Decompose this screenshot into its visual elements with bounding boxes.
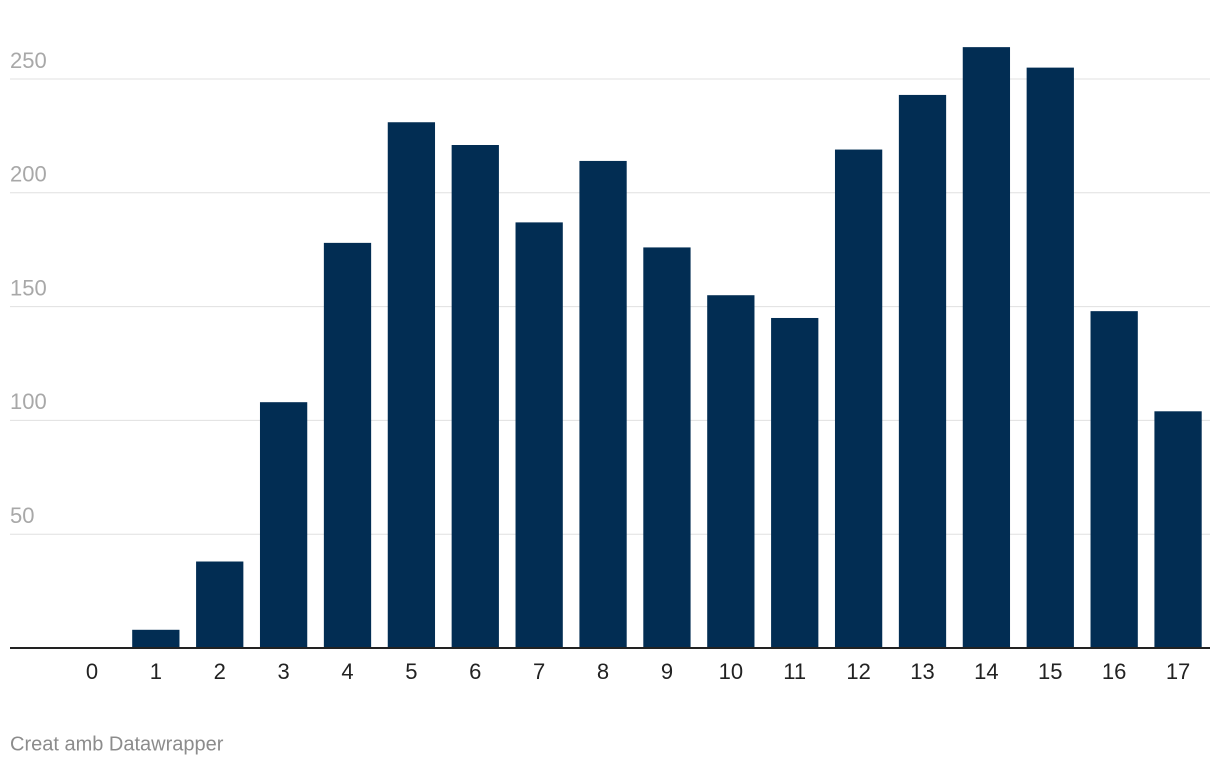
bar [1154, 411, 1202, 648]
y-tick-label: 50 [10, 503, 34, 528]
x-tick-label: 17 [1166, 659, 1190, 684]
y-tick-label: 200 [10, 162, 47, 187]
x-tick-label: 5 [405, 659, 417, 684]
bar [387, 122, 436, 648]
bar [771, 317, 819, 648]
bar [962, 47, 1011, 649]
x-tick-label: 4 [341, 659, 353, 684]
x-tick-label: 13 [910, 659, 934, 684]
bar [515, 222, 563, 648]
x-tick-label: 10 [719, 659, 743, 684]
bar [259, 402, 308, 648]
bar [196, 561, 244, 648]
y-tick-label: 250 [10, 48, 47, 73]
y-tick-label: 100 [10, 389, 47, 414]
x-tick-label: 0 [86, 659, 98, 684]
x-tick-label: 15 [1038, 659, 1062, 684]
x-tick-label: 11 [783, 659, 806, 684]
bar [643, 247, 691, 648]
bar [834, 149, 883, 648]
bar [451, 145, 499, 648]
x-tick-label: 1 [150, 659, 162, 684]
x-tick-label: 9 [661, 659, 673, 684]
x-tick-label: 16 [1102, 659, 1126, 684]
credit: Creat amb Datawrapper [10, 733, 224, 755]
x-tick-label: 3 [277, 659, 289, 684]
bar [898, 94, 947, 648]
x-tick-label: 8 [597, 659, 609, 684]
x-tick-label: 14 [974, 659, 998, 684]
bar [132, 629, 180, 648]
x-tick-label: 6 [469, 659, 481, 684]
bar [707, 295, 755, 648]
bar [1090, 311, 1138, 648]
x-tick-label: 2 [214, 659, 226, 684]
bar [323, 242, 372, 648]
y-tick-label: 150 [10, 275, 47, 300]
bar [1026, 67, 1074, 649]
x-tick-label: 12 [846, 659, 870, 684]
x-tick-label: 7 [533, 659, 545, 684]
bar [579, 160, 627, 648]
